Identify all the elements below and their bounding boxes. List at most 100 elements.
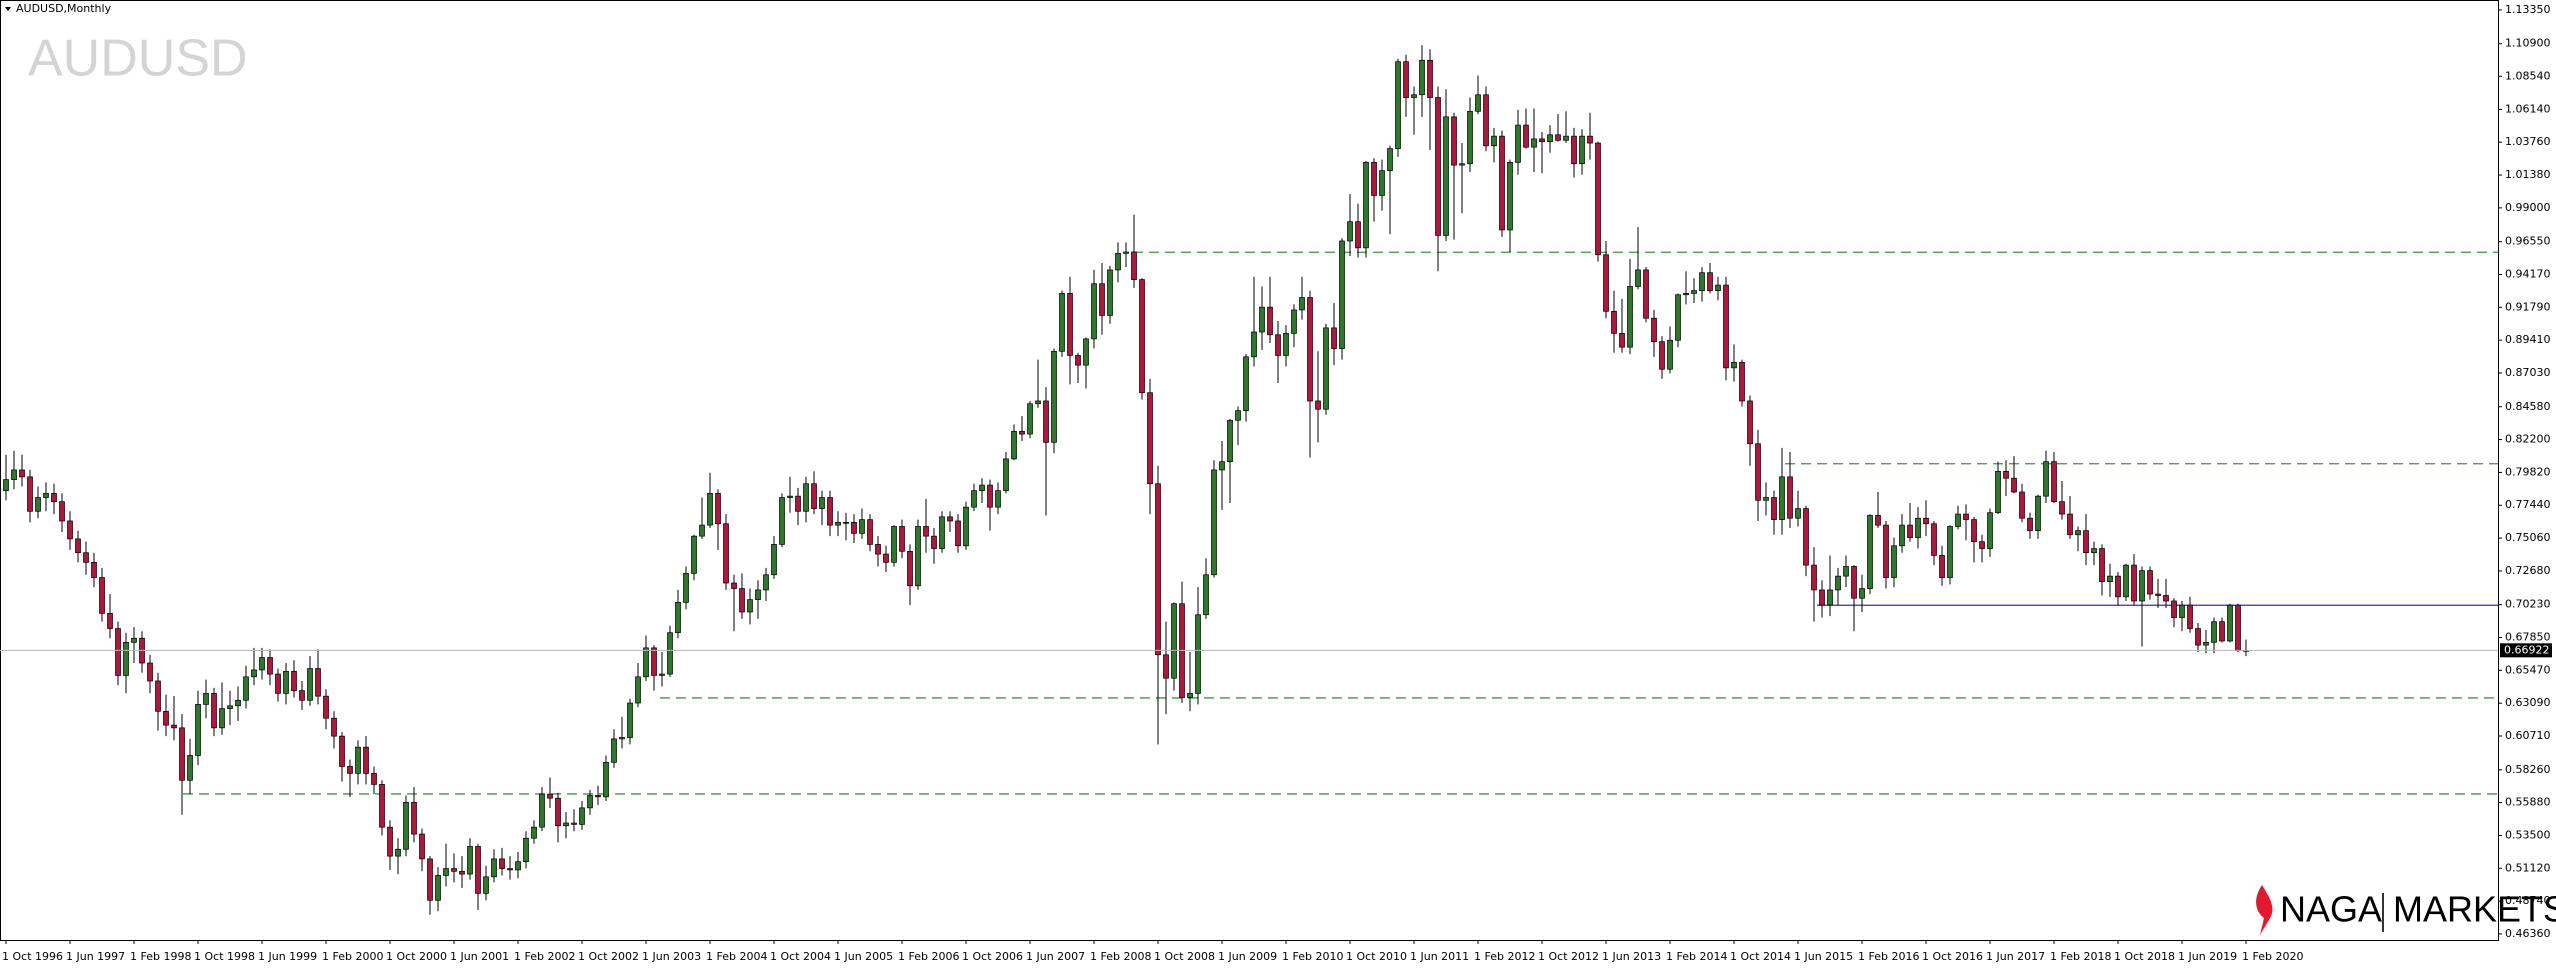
x-tick-label: 1 Jun 2013	[1602, 950, 1661, 963]
candle-body-up	[1251, 331, 1257, 358]
candle-body-down	[1355, 221, 1361, 249]
y-tick-label: 1.06140	[2505, 102, 2551, 115]
x-tick-label: 1 Feb 2006	[898, 950, 959, 963]
x-tick-label: 1 Jun 2005	[834, 950, 893, 963]
candle-body-down	[2019, 491, 2025, 519]
candle-body-up	[995, 490, 1001, 508]
candle-body-up	[563, 822, 569, 827]
candle-body-down	[1315, 400, 1321, 410]
candle-body-up	[963, 506, 969, 547]
candle-body-up	[667, 632, 673, 675]
candle-body-down	[555, 797, 561, 827]
candle-body-up	[1339, 240, 1345, 349]
x-tick-label: 1 Feb 2008	[1090, 950, 1151, 963]
candle-body-up	[627, 702, 633, 738]
candle-body-up	[235, 699, 241, 707]
candle-body-up	[515, 861, 521, 871]
x-tick-label: 1 Oct 2002	[578, 950, 639, 963]
x-tick-label: 1 Jun 2001	[450, 950, 509, 963]
candle-body-down	[883, 553, 889, 563]
candle-body-up	[1627, 286, 1633, 348]
y-tick-label: 0.96550	[2505, 235, 2551, 248]
candle-body-down	[1147, 392, 1153, 485]
candle-body-up	[579, 807, 585, 825]
candle-body-down	[907, 550, 913, 587]
candle-body-up	[1203, 574, 1209, 616]
candle-body-down	[499, 858, 505, 869]
candle-body-down	[1131, 251, 1137, 280]
candle-body-up	[1227, 419, 1233, 463]
candle-body-down	[2235, 604, 2241, 651]
candle-body-up	[1531, 138, 1537, 148]
x-tick-label: 1 Oct 2016	[1922, 950, 1983, 963]
candle-body-down	[1875, 515, 1881, 526]
y-tick-label: 0.72680	[2505, 564, 2551, 577]
candle-body-up	[1091, 283, 1097, 340]
y-tick-label: 0.70230	[2505, 598, 2551, 611]
candle-body-down	[1659, 341, 1665, 370]
candle-body-up	[2091, 548, 2097, 554]
x-tick-label: 1 Feb 2014	[1666, 950, 1727, 963]
candle-body-down	[2131, 564, 2137, 602]
candle-body-up	[491, 858, 497, 878]
candle-body-down	[1803, 508, 1809, 566]
candle-body-down	[19, 469, 25, 478]
candle-body-down	[2067, 513, 2073, 536]
candle-body-down	[1043, 400, 1049, 443]
candle-body-up	[1491, 135, 1497, 147]
candle-body-down	[299, 690, 305, 701]
candle-body-up	[1283, 333, 1289, 356]
candle-body-up	[915, 526, 921, 587]
candle-body-up	[2043, 461, 2049, 497]
x-tick-label: 1 Jun 2017	[1986, 950, 2045, 963]
candle-body-down	[1819, 589, 1825, 606]
y-tick-label: 0.53500	[2505, 828, 2551, 841]
candle-body-up	[659, 673, 665, 676]
x-tick-label: 1 Feb 2018	[2050, 950, 2111, 963]
candle-body-down	[1883, 524, 1889, 578]
candle-body-up	[1083, 338, 1089, 366]
y-tick-label: 0.91790	[2505, 300, 2551, 313]
candle-body-down	[1971, 519, 1977, 543]
candle-body-up	[643, 647, 649, 678]
y-tick-label: 1.13350	[2505, 3, 2551, 16]
candle-body-up	[203, 693, 209, 705]
candle-body-down	[2171, 600, 2177, 618]
x-tick-label: 1 Oct 1996	[2, 950, 63, 963]
candle-body-up	[699, 524, 705, 537]
candle-body-up	[1635, 269, 1641, 287]
candle-body-down	[451, 868, 457, 872]
candle-body-down	[1427, 59, 1433, 98]
candle-body-down	[2011, 477, 2017, 493]
candle-body-up	[1219, 461, 1225, 471]
candle-body-up	[675, 601, 681, 634]
candle-body-up	[2211, 621, 2217, 643]
y-tick-label: 0.65470	[2505, 663, 2551, 676]
candle-body-down	[1907, 524, 1913, 538]
candle-body-down	[1019, 430, 1025, 435]
candle-body-down	[1139, 279, 1145, 394]
candle-body-down	[1643, 269, 1649, 319]
candle-body-down	[875, 544, 881, 555]
candle-body-up	[11, 469, 17, 480]
candle-body-up	[1003, 458, 1009, 491]
candle-body-up	[539, 793, 545, 828]
y-tick-label: 0.63090	[2505, 696, 2551, 709]
candle-body-down	[1931, 523, 1937, 556]
plot-frame	[0, 0, 2499, 941]
candle-body-down	[27, 476, 33, 512]
candle-body-down	[75, 538, 81, 554]
candle-body-up	[219, 708, 225, 729]
candle-body-up	[2139, 570, 2145, 602]
candle-body-up	[619, 737, 625, 740]
candle-body-up	[131, 637, 137, 643]
candle-body-up	[1115, 253, 1121, 271]
x-tick-label: 1 Feb 2012	[1474, 950, 1535, 963]
candle-body-up	[635, 676, 641, 704]
chart-title: AUDUSD,Monthly	[16, 2, 112, 15]
candle-body-up	[2075, 530, 2081, 536]
candle-body-down	[2059, 501, 2065, 515]
candle-body-down	[387, 826, 393, 857]
candle-body-down	[155, 680, 161, 712]
candle-body-down	[1755, 443, 1761, 501]
